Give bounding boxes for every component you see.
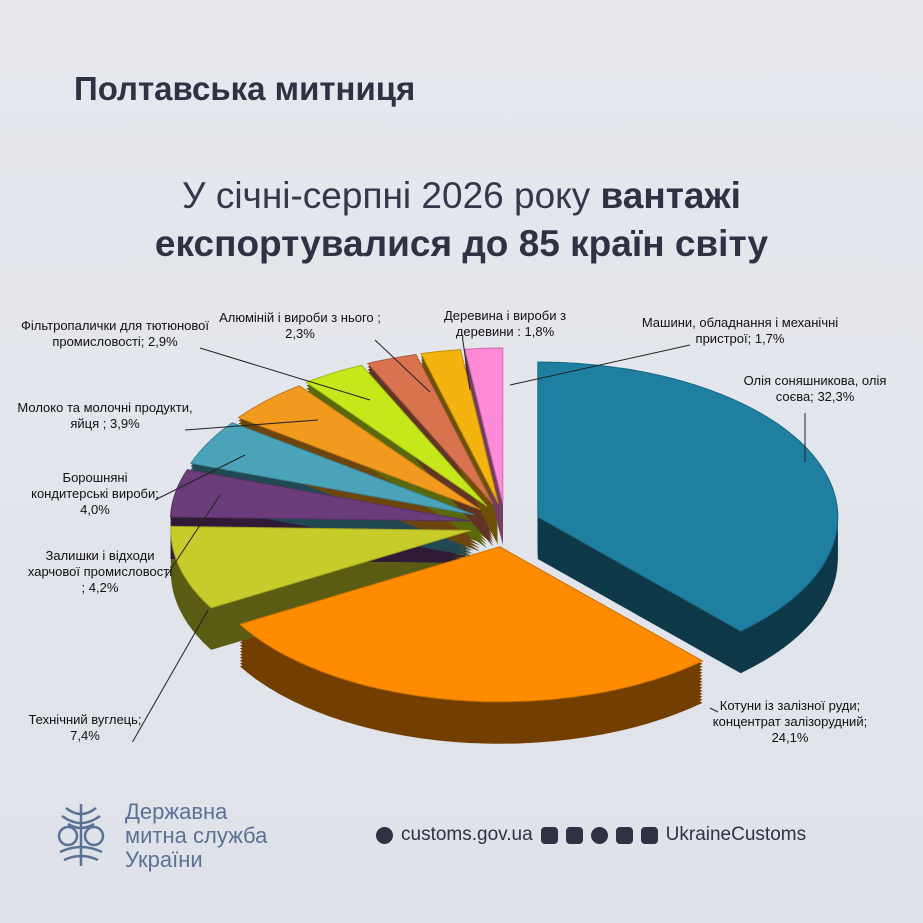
slice xyxy=(237,385,481,510)
telegram-icon[interactable] xyxy=(640,826,658,844)
leader-line xyxy=(462,337,471,391)
org-name: Полтавська митниця xyxy=(74,70,416,107)
slice xyxy=(537,361,839,632)
category: Деревина і вироби з деревини : xyxy=(443,308,567,339)
service-name: Державна митна служба України xyxy=(125,799,268,872)
slice-side xyxy=(421,355,499,510)
category: Машини, обладнання і механічні пристрої; xyxy=(641,315,839,346)
leader-line xyxy=(132,609,209,743)
leader-line xyxy=(509,344,691,386)
slice xyxy=(305,364,488,507)
category: Олія соняшникова, олія соєва; xyxy=(743,373,887,404)
leader-line xyxy=(374,339,431,393)
leader-line xyxy=(709,707,719,713)
slice xyxy=(464,347,504,504)
value-label: 32,3% xyxy=(817,389,855,404)
emblem xyxy=(57,804,105,866)
slice xyxy=(169,469,471,522)
slice-label: Залишки і відходи харчової промисловості… xyxy=(25,548,175,596)
slice xyxy=(170,525,472,609)
whatsapp-icon[interactable] xyxy=(590,826,608,844)
value-label: 4,0% xyxy=(80,502,110,517)
slice-label: Олія соняшникова, олія соєва; 32,3% xyxy=(735,373,895,405)
slice xyxy=(238,546,704,703)
instagram-icon[interactable] xyxy=(565,826,583,844)
value-label: 2,9% xyxy=(148,334,178,349)
leader-line xyxy=(184,419,319,431)
category: Фільтропалички для тютюнової промисловос… xyxy=(21,318,209,349)
category: Борошняні кондитерські вироби; xyxy=(31,470,159,501)
leader-line xyxy=(199,347,371,401)
slice xyxy=(420,349,499,504)
value-label: 4,2% xyxy=(88,580,119,595)
title: У січні-серпні 2026 року вантажі експорт… xyxy=(60,172,863,268)
category: Алюміній і вироби з нього ; xyxy=(219,310,381,325)
slice xyxy=(190,422,475,516)
category: Залишки і відходи харчової промисловості… xyxy=(27,548,173,595)
links: customs.gov.ua UkraineCustoms xyxy=(376,824,806,846)
value-label: 1,7% xyxy=(754,331,785,346)
slice-label: Фільтропалички для тютюнової промисловос… xyxy=(20,318,210,350)
value-label: 2,3% xyxy=(285,326,315,341)
value-label: 7,4% xyxy=(70,728,100,743)
slice-label: Технічний вуглець; 7,4% xyxy=(28,712,143,744)
slice-label: Машини, обладнання і механічні пристрої;… xyxy=(640,315,840,347)
slice-label: Молоко та молочні продукти, яйця ; 3,9% xyxy=(15,400,195,432)
leader-line xyxy=(154,454,246,501)
facebook-icon[interactable] xyxy=(540,826,558,844)
category: Котуни із залізної руди; концентрат залі… xyxy=(712,698,868,729)
slice-label: Алюміній і вироби з нього ; 2,3% xyxy=(215,310,385,342)
slice-side xyxy=(421,358,499,513)
web-icon xyxy=(376,826,393,844)
value-label: 1,8% xyxy=(524,324,555,339)
slice-tops xyxy=(169,347,839,703)
slice xyxy=(366,353,494,505)
handle[interactable]: UkraineCustoms xyxy=(665,824,807,845)
slice-label: Деревина і вироби з деревини : 1,8% xyxy=(420,308,590,340)
slice-label: Котуни із залізної руди; концентрат залі… xyxy=(710,698,870,746)
value-label: 24,1% xyxy=(771,730,809,745)
site[interactable]: customs.gov.ua xyxy=(401,824,533,845)
category: Технічний вуглець; xyxy=(28,712,142,727)
category: Молоко та молочні продукти, яйця ; xyxy=(17,400,193,431)
x-icon[interactable] xyxy=(615,826,633,844)
title-regular: У січні-серпні 2026 року xyxy=(182,175,591,216)
title-bold: вантажі експортувалися до 85 країн світу xyxy=(154,175,769,264)
slice-label: Борошняні кондитерські вироби; 4,0% xyxy=(25,470,165,518)
value-label: 3,9% xyxy=(110,416,140,431)
leader-line xyxy=(164,494,221,579)
